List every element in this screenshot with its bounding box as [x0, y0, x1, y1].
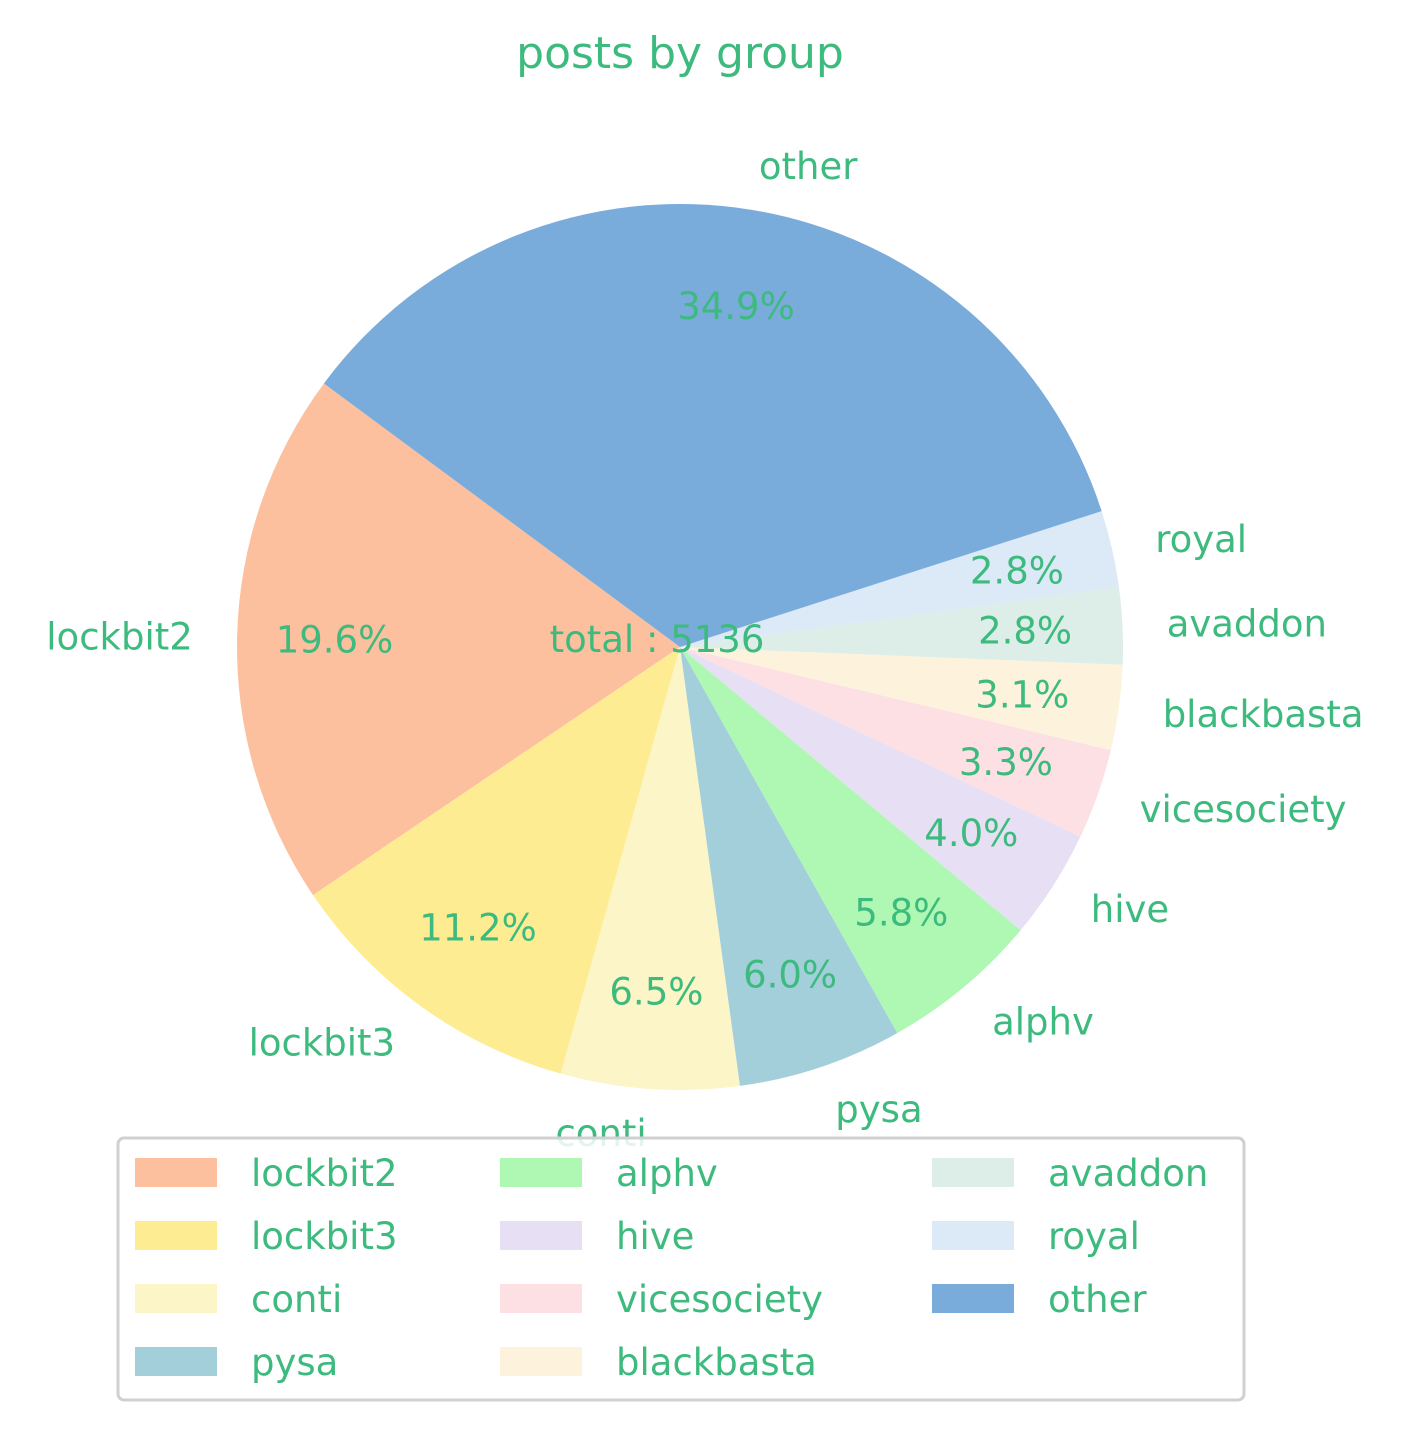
slice-percent-other: 34.9% — [677, 285, 795, 328]
legend-swatch-hive — [500, 1221, 582, 1250]
legend-label-royal: royal — [1048, 1215, 1140, 1258]
slice-label-vicesociety: vicesociety — [1140, 788, 1347, 831]
legend-label-conti: conti — [251, 1278, 342, 1321]
slice-percent-conti: 6.5% — [609, 971, 703, 1014]
slice-percent-blackbasta: 3.1% — [975, 673, 1069, 716]
legend-label-avaddon: avaddon — [1048, 1152, 1208, 1195]
legend-swatch-pysa — [135, 1347, 217, 1376]
pie-slice-alphv — [680, 647, 1021, 1034]
slice-percent-pysa: 6.0% — [743, 954, 837, 997]
legend-swatch-blackbasta — [500, 1347, 582, 1376]
slice-label-hive: hive — [1091, 888, 1169, 931]
legend-swatch-royal — [932, 1221, 1014, 1250]
legend-swatch-avaddon — [932, 1158, 1014, 1187]
slice-label-alphv: alphv — [992, 1000, 1094, 1043]
slice-percent-alphv: 5.8% — [854, 891, 948, 934]
legend-label-pysa: pysa — [251, 1341, 338, 1384]
pie-slice-avaddon — [680, 587, 1123, 665]
pie-slice-conti — [560, 647, 740, 1090]
slice-label-avaddon: avaddon — [1167, 603, 1327, 646]
legend-label-other: other — [1048, 1278, 1147, 1321]
total-label: total : 5136 — [550, 618, 765, 661]
slice-label-pysa: pysa — [835, 1088, 922, 1131]
slice-percent-hive: 4.0% — [924, 812, 1018, 855]
legend-swatch-lockbit3 — [135, 1221, 217, 1250]
pie-slice-other — [323, 203, 1102, 647]
legend-label-blackbasta: blackbasta — [616, 1341, 817, 1384]
pie-slice-hive — [680, 647, 1081, 931]
pie-slice-lockbit2 — [236, 383, 680, 896]
legend: lockbit2 lockbit3 conti pysa alphv hive viceso… — [116, 1136, 1246, 1402]
legend-label-lockbit3: lockbit3 — [251, 1215, 398, 1258]
legend-swatch-lockbit2 — [135, 1158, 217, 1187]
slice-label-other: other — [759, 145, 858, 188]
legend-swatch-vicesociety — [500, 1284, 582, 1313]
slice-percent-avaddon: 2.8% — [978, 610, 1072, 653]
slice-percent-royal: 2.8% — [970, 549, 1064, 592]
slice-percent-lockbit3: 11.2% — [419, 906, 537, 949]
pie-slice-vicesociety — [680, 647, 1111, 837]
chart-title: posts by group — [516, 28, 844, 79]
slice-label-lockbit2: lockbit2 — [46, 616, 193, 659]
slice-label-royal: royal — [1155, 518, 1247, 561]
legend-swatch-alphv — [500, 1158, 582, 1187]
pie-slice-blackbasta — [680, 647, 1123, 751]
legend-label-hive: hive — [616, 1215, 694, 1258]
pie-slice-lockbit3 — [313, 647, 680, 1074]
pie-slices — [236, 203, 1123, 1090]
pie-slice-royal — [680, 511, 1119, 647]
legend-frame — [116, 1136, 1246, 1402]
legend-swatch-conti — [135, 1284, 217, 1313]
legend-swatch-other — [932, 1284, 1014, 1313]
pie-slice-pysa — [680, 647, 898, 1086]
slice-percent-lockbit2: 19.6% — [276, 619, 394, 662]
pie-labels: lockbit2 19.6%lockbit311.2%conti6.5%pysa6… — [46, 145, 1363, 1155]
slice-percent-vicesociety: 3.3% — [959, 741, 1053, 784]
legend-label-lockbit2: lockbit2 — [251, 1152, 398, 1195]
slice-label-blackbasta: blackbasta — [1163, 693, 1364, 736]
legend-label-vicesociety: vicesociety — [616, 1278, 823, 1321]
legend-label-alphv: alphv — [616, 1152, 718, 1195]
slice-label-lockbit3: lockbit3 — [249, 1021, 396, 1064]
